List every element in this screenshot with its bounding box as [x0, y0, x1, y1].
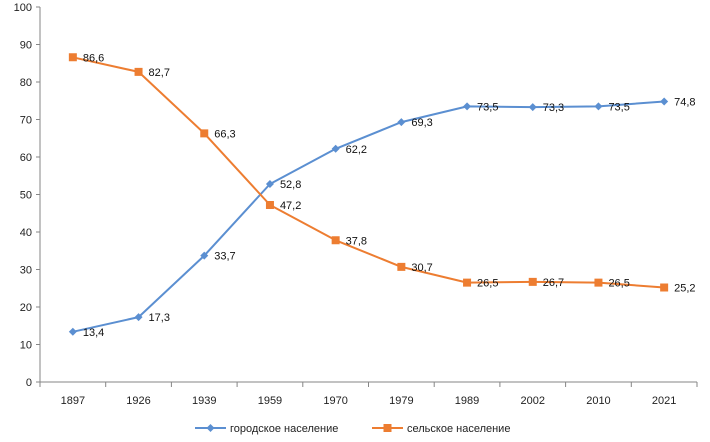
data-label-rural: 47,2	[280, 200, 301, 212]
data-labels: 13,4 17,3 33,7 52,8 62,2 69,3 73,5 73,3 73,5 74,8…	[83, 52, 696, 339]
legend-label-urban: городское население	[230, 423, 338, 435]
data-label-urban: 74,8	[674, 97, 695, 109]
x-tick-label: 1989	[455, 395, 479, 407]
x-tick-label: 1979	[389, 395, 413, 407]
y-tick-label: 70	[20, 115, 32, 127]
series-line-urban	[72, 100, 665, 333]
data-label-rural: 37,8	[346, 235, 367, 247]
data-label-urban: 62,2	[346, 144, 367, 156]
x-tick-label: 1926	[126, 395, 150, 407]
data-point-urban[interactable]	[397, 118, 406, 127]
y-tick-label: 80	[20, 77, 32, 89]
data-label-urban: 69,3	[411, 117, 432, 129]
y-tick-label: 60	[20, 152, 32, 164]
x-tick-label: 1897	[61, 395, 85, 407]
legend-label-rural: сельское население	[407, 423, 510, 435]
data-label-rural: 25,2	[674, 283, 695, 295]
data-point-rural[interactable]	[265, 201, 274, 209]
data-label-rural: 30,7	[411, 262, 432, 274]
data-label-rural: 26,5	[608, 278, 629, 290]
data-label-rural: 86,6	[83, 52, 104, 64]
data-label-urban: 73,5	[477, 101, 498, 113]
legend-square-icon	[383, 424, 392, 432]
y-tick-label: 50	[20, 190, 32, 202]
data-label-rural: 82,7	[149, 67, 170, 79]
data-point-urban[interactable]	[463, 102, 472, 111]
data-point-rural[interactable]	[528, 277, 537, 286]
legend-item-urban[interactable]: городское население	[195, 423, 338, 435]
y-tick-label: 0	[26, 377, 32, 389]
data-point-rural[interactable]	[660, 283, 669, 292]
data-label-rural: 66,3	[214, 128, 235, 140]
data-label-urban: 33,7	[214, 251, 235, 263]
y-tick-label: 30	[20, 265, 32, 277]
data-point-rural[interactable]	[134, 67, 143, 76]
data-point-urban[interactable]	[528, 103, 537, 112]
legend: городское население сельское население	[195, 423, 510, 435]
data-point-urban[interactable]	[265, 180, 274, 188]
x-tick-label: 2010	[586, 395, 610, 407]
data-label-urban: 73,5	[608, 101, 629, 113]
data-point-urban[interactable]	[134, 313, 143, 322]
y-axis: 0 10 20 30 40 50 60 70 80 90 100	[14, 2, 41, 389]
data-label-rural: 26,5	[477, 278, 498, 290]
data-point-urban[interactable]	[331, 144, 340, 153]
x-tick-label: 1959	[258, 395, 282, 407]
data-label-urban: 17,3	[149, 312, 170, 324]
data-point-urban[interactable]	[200, 251, 209, 260]
y-tick-label: 20	[20, 302, 32, 314]
data-label-rural: 26,7	[543, 277, 564, 289]
data-label-urban: 73,3	[543, 102, 564, 114]
data-point-urban[interactable]	[594, 102, 603, 111]
y-tick-label: 40	[20, 227, 32, 239]
legend-item-rural[interactable]: сельское население	[372, 423, 510, 435]
data-point-urban[interactable]	[68, 327, 77, 336]
data-point-rural[interactable]	[68, 53, 77, 62]
data-point-rural[interactable]	[463, 278, 472, 287]
x-tick-label: 1939	[192, 395, 216, 407]
y-tick-label: 10	[20, 340, 32, 352]
y-tick-label: 100	[14, 2, 32, 14]
series-group	[68, 53, 669, 336]
data-label-urban: 13,4	[83, 327, 104, 339]
data-point-urban[interactable]	[660, 97, 669, 106]
data-point-rural[interactable]	[200, 129, 209, 138]
data-label-urban: 52,8	[280, 179, 301, 191]
x-tick-label: 2002	[521, 395, 545, 407]
data-point-rural[interactable]	[594, 278, 603, 287]
y-tick-label: 90	[20, 40, 32, 52]
x-tick-label: 2021	[652, 395, 676, 407]
series-line-rural	[72, 56, 665, 289]
data-point-rural[interactable]	[397, 262, 406, 271]
x-axis: 1897 1926 1939 1959 1970 1979 1989 2002 2010 2021	[39, 381, 698, 407]
legend-diamond-icon	[206, 424, 215, 432]
data-point-rural[interactable]	[331, 236, 340, 245]
x-tick-label: 1970	[323, 395, 347, 407]
